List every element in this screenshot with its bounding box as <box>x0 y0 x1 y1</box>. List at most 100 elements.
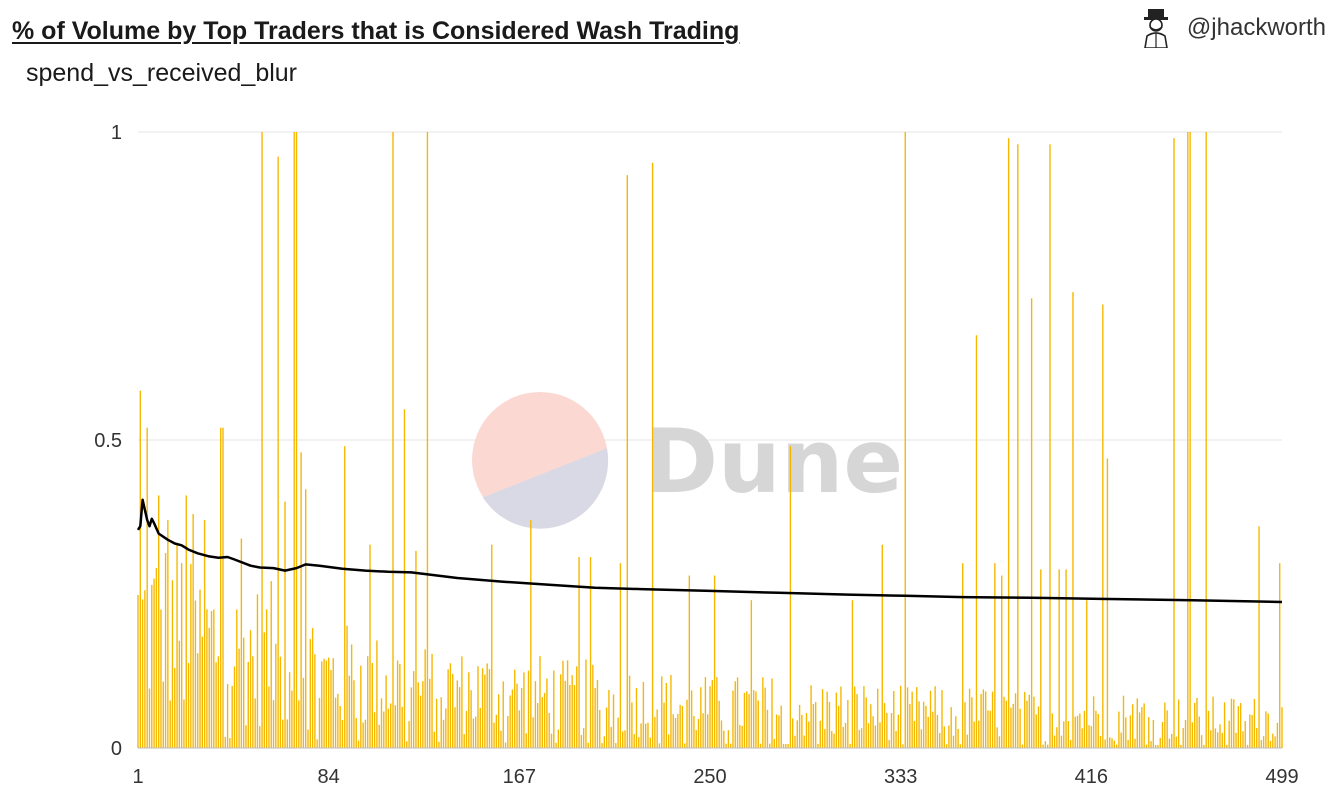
bar <box>704 677 707 748</box>
bar <box>1067 721 1070 748</box>
bar <box>1276 722 1279 748</box>
bar <box>1210 730 1212 748</box>
bar <box>1079 713 1081 748</box>
bar <box>1118 711 1120 748</box>
x-tick-label: 416 <box>1075 766 1108 788</box>
bar <box>178 640 181 748</box>
average-line <box>136 498 1283 604</box>
bar <box>1106 458 1109 748</box>
y-tick-label: 0.5 <box>94 430 122 452</box>
bar <box>429 678 431 748</box>
bar <box>1122 695 1125 748</box>
bar <box>913 720 916 748</box>
bar <box>495 714 498 748</box>
chart-title[interactable]: % of Volume by Top Traders that is Consi… <box>12 17 740 45</box>
bar <box>971 697 973 748</box>
watermark: Dune <box>472 392 903 529</box>
bar <box>332 658 334 748</box>
bar <box>541 697 543 748</box>
bar <box>1129 715 1132 748</box>
bar <box>523 672 525 748</box>
bar <box>318 697 321 748</box>
bar <box>465 711 468 748</box>
bar <box>373 712 376 748</box>
bar <box>746 691 748 748</box>
bar <box>362 722 364 748</box>
bar <box>863 686 865 748</box>
bar <box>543 692 546 748</box>
bar <box>293 132 295 748</box>
bar <box>288 672 291 748</box>
bar <box>769 743 771 748</box>
bar <box>305 489 307 748</box>
bar <box>1102 304 1104 748</box>
bar <box>610 726 612 748</box>
bar <box>803 735 805 748</box>
bar <box>1040 569 1042 748</box>
bar <box>1076 715 1079 748</box>
bar <box>1168 738 1171 748</box>
bar <box>1200 735 1203 748</box>
bar <box>245 725 247 748</box>
author-name: @jhackworth <box>1186 14 1326 41</box>
bar <box>851 600 854 748</box>
bar <box>612 694 615 748</box>
bar <box>171 580 174 748</box>
bar <box>697 718 700 748</box>
bar <box>594 688 596 748</box>
bar <box>263 632 266 748</box>
bar <box>631 702 633 748</box>
bar <box>431 653 433 748</box>
bar <box>920 729 923 748</box>
bar <box>546 678 548 748</box>
bar <box>518 710 521 748</box>
bar <box>794 735 796 748</box>
author-badge[interactable]: @jhackworth <box>1139 8 1326 48</box>
bar <box>899 685 902 748</box>
bar <box>922 701 925 748</box>
bar <box>707 714 709 748</box>
bar <box>447 669 449 748</box>
bar <box>341 720 344 748</box>
bar <box>1120 732 1122 748</box>
bar <box>1161 721 1164 748</box>
bar <box>1065 569 1067 748</box>
bar <box>895 731 897 748</box>
bar <box>1274 736 1276 748</box>
bar <box>187 663 190 748</box>
bar <box>1216 732 1219 748</box>
bar <box>514 669 516 748</box>
bar <box>481 668 484 748</box>
bar <box>601 743 603 748</box>
bar <box>1235 732 1237 748</box>
bar <box>454 707 456 748</box>
bar <box>1074 716 1076 748</box>
bar <box>539 656 541 748</box>
bar <box>589 557 592 748</box>
bar <box>1230 698 1233 748</box>
bar <box>282 719 284 748</box>
bar <box>796 720 798 748</box>
bar <box>720 720 723 748</box>
bar <box>982 689 985 748</box>
bar <box>1184 719 1187 748</box>
bar <box>1090 726 1093 748</box>
bar <box>780 705 782 748</box>
bar <box>146 427 148 748</box>
x-tick-label: 1 <box>132 766 143 788</box>
bar <box>658 743 661 748</box>
bar <box>812 703 815 748</box>
bar <box>1145 744 1148 748</box>
bar <box>805 713 808 748</box>
bar <box>369 544 371 748</box>
bar <box>164 553 167 748</box>
bar <box>203 520 206 748</box>
bar <box>426 132 429 748</box>
bar <box>325 660 328 748</box>
bar <box>314 654 316 748</box>
bar <box>504 742 507 748</box>
bar <box>1214 728 1217 748</box>
bar <box>821 689 824 748</box>
bar <box>1164 702 1166 748</box>
bar <box>249 630 252 748</box>
